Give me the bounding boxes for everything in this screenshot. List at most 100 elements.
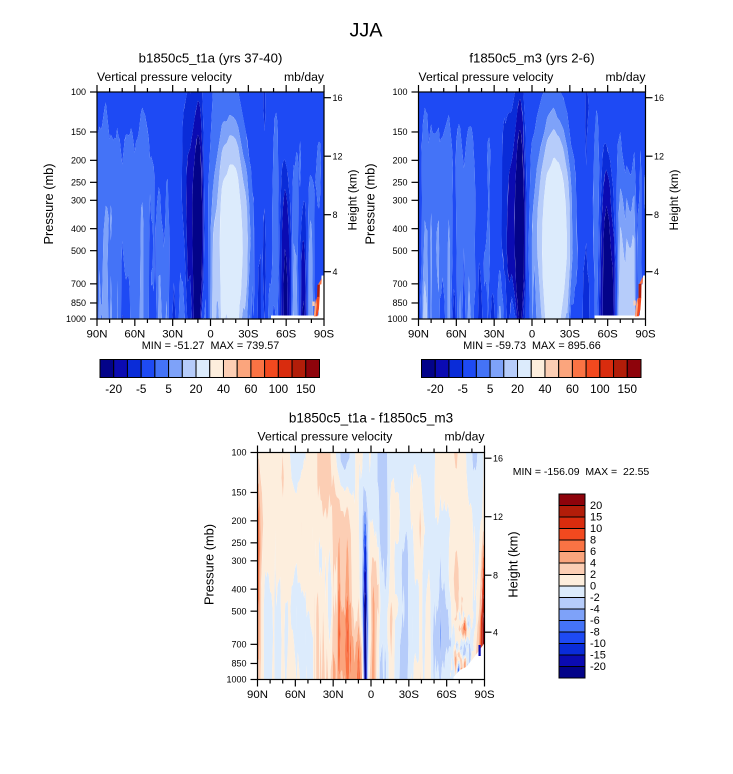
svg-text:300: 300 [392, 196, 407, 206]
svg-text:4: 4 [493, 627, 498, 637]
svg-text:100: 100 [231, 448, 246, 458]
svg-text:MIN = -51.27 MAX = 739.57: MIN = -51.27 MAX = 739.57 [142, 340, 279, 352]
svg-text:500: 500 [231, 606, 246, 616]
svg-text:-10: -10 [590, 638, 606, 650]
svg-text:JJA: JJA [350, 20, 384, 42]
svg-text:8: 8 [654, 210, 659, 220]
svg-text:4: 4 [590, 558, 596, 570]
svg-text:30S: 30S [238, 329, 259, 341]
svg-text:90S: 90S [474, 689, 495, 701]
svg-text:40: 40 [217, 383, 231, 396]
svg-text:16: 16 [493, 453, 503, 463]
svg-text:Vertical pressure velocity: Vertical pressure velocity [258, 430, 394, 444]
svg-text:400: 400 [392, 224, 407, 234]
svg-text:-4: -4 [590, 604, 600, 616]
svg-text:b1850c5_t1a (yrs 37-40): b1850c5_t1a (yrs 37-40) [139, 51, 283, 66]
svg-text:5: 5 [487, 383, 494, 396]
svg-text:30S: 30S [399, 689, 420, 701]
svg-text:-5: -5 [136, 383, 147, 396]
svg-text:5: 5 [165, 383, 172, 396]
svg-text:100: 100 [590, 383, 610, 396]
svg-text:200: 200 [392, 156, 407, 166]
svg-text:Vertical pressure velocity: Vertical pressure velocity [419, 70, 555, 84]
svg-text:MIN = -156.09 MAX = 22.55: MIN = -156.09 MAX = 22.55 [513, 466, 650, 478]
svg-text:-5: -5 [457, 383, 468, 396]
svg-text:30N: 30N [323, 689, 344, 701]
svg-text:250: 250 [71, 178, 86, 188]
svg-text:20: 20 [590, 500, 602, 512]
svg-text:-15: -15 [590, 650, 606, 662]
svg-text:4: 4 [654, 267, 659, 277]
svg-text:30N: 30N [484, 329, 505, 341]
svg-text:b1850c5_t1a - f1850c5_m3: b1850c5_t1a - f1850c5_m3 [289, 411, 453, 426]
svg-text:8: 8 [590, 535, 596, 547]
svg-text:1000: 1000 [387, 314, 407, 324]
svg-text:6: 6 [590, 546, 596, 558]
svg-text:Pressure (mb): Pressure (mb) [41, 163, 56, 244]
svg-text:700: 700 [71, 279, 86, 289]
svg-text:16: 16 [654, 93, 664, 103]
svg-text:16: 16 [333, 93, 343, 103]
svg-text:90S: 90S [314, 329, 335, 341]
svg-text:100: 100 [269, 383, 289, 396]
svg-text:-20: -20 [590, 661, 606, 673]
svg-text:8: 8 [493, 570, 498, 580]
svg-text:60N: 60N [285, 689, 306, 701]
svg-text:150: 150 [71, 127, 86, 137]
svg-text:-2: -2 [590, 592, 600, 604]
svg-text:200: 200 [231, 516, 246, 526]
svg-text:400: 400 [71, 224, 86, 234]
svg-text:-20: -20 [105, 383, 122, 396]
svg-text:20: 20 [511, 383, 525, 396]
svg-text:mb/day: mb/day [445, 430, 486, 444]
svg-text:90N: 90N [408, 329, 429, 341]
svg-text:Height (km): Height (km) [667, 169, 681, 230]
svg-text:30N: 30N [162, 329, 183, 341]
svg-text:850: 850 [392, 298, 407, 308]
svg-text:400: 400 [231, 584, 246, 594]
svg-text:200: 200 [71, 156, 86, 166]
svg-text:100: 100 [71, 87, 86, 97]
svg-text:700: 700 [231, 640, 246, 650]
svg-text:12: 12 [654, 151, 664, 161]
svg-text:90N: 90N [247, 689, 268, 701]
svg-text:MIN = -59.73 MAX = 895.66: MIN = -59.73 MAX = 895.66 [463, 340, 600, 352]
svg-text:700: 700 [392, 279, 407, 289]
svg-text:0: 0 [590, 581, 596, 593]
svg-text:0: 0 [368, 689, 374, 701]
svg-text:40: 40 [538, 383, 552, 396]
svg-text:15: 15 [590, 512, 602, 524]
svg-text:60N: 60N [124, 329, 145, 341]
svg-text:10: 10 [590, 523, 602, 535]
svg-text:250: 250 [231, 538, 246, 548]
svg-text:60S: 60S [276, 329, 297, 341]
svg-text:Height (km): Height (km) [345, 169, 359, 230]
svg-text:8: 8 [333, 210, 338, 220]
svg-text:90S: 90S [635, 329, 656, 341]
svg-text:850: 850 [231, 659, 246, 669]
svg-text:12: 12 [333, 151, 343, 161]
svg-text:2: 2 [590, 569, 596, 581]
svg-text:f1850c5_m3 (yrs 2-6): f1850c5_m3 (yrs 2-6) [469, 51, 594, 66]
svg-text:60N: 60N [446, 329, 467, 341]
svg-text:500: 500 [392, 246, 407, 256]
svg-text:60: 60 [244, 383, 258, 396]
svg-text:150: 150 [618, 383, 638, 396]
svg-text:250: 250 [392, 178, 407, 188]
svg-text:60S: 60S [598, 329, 619, 341]
svg-text:-8: -8 [590, 627, 600, 639]
svg-text:-20: -20 [427, 383, 444, 396]
svg-text:1000: 1000 [226, 675, 246, 685]
svg-text:-6: -6 [590, 615, 600, 627]
svg-text:100: 100 [392, 87, 407, 97]
svg-text:60S: 60S [437, 689, 458, 701]
svg-text:12: 12 [493, 512, 503, 522]
svg-text:60: 60 [566, 383, 580, 396]
svg-text:0: 0 [529, 329, 535, 341]
svg-text:Height (km): Height (km) [506, 531, 521, 597]
svg-text:1000: 1000 [66, 314, 86, 324]
svg-text:mb/day: mb/day [284, 70, 325, 84]
svg-text:150: 150 [296, 383, 316, 396]
svg-text:30S: 30S [560, 329, 581, 341]
svg-text:150: 150 [231, 488, 246, 498]
